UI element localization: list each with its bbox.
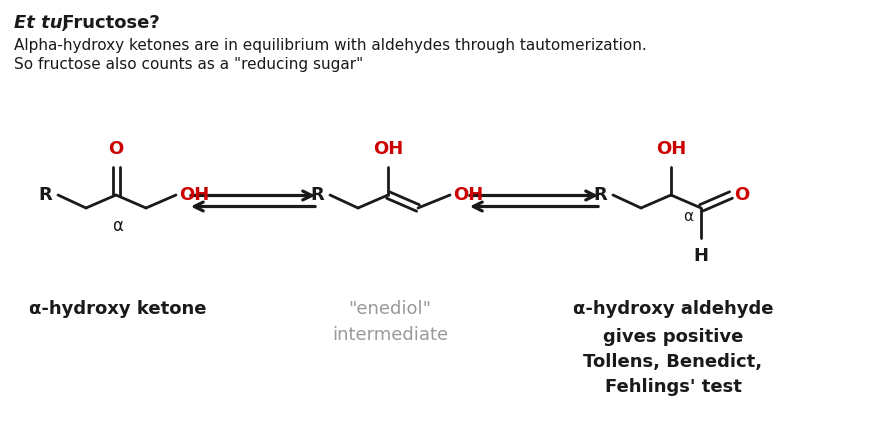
Text: Alpha-hydroxy ketones are in equilibrium with aldehydes through tautomerization.: Alpha-hydroxy ketones are in equilibrium… xyxy=(14,38,646,53)
Text: gives positive
Tollens, Benedict,
Fehlings' test: gives positive Tollens, Benedict, Fehlin… xyxy=(583,328,763,396)
Text: OH: OH xyxy=(453,186,484,204)
Text: R: R xyxy=(39,186,52,204)
Text: Et tu,: Et tu, xyxy=(14,14,69,32)
Text: α: α xyxy=(683,209,693,224)
Text: α-hydroxy ketone: α-hydroxy ketone xyxy=(29,300,207,318)
Text: R: R xyxy=(593,186,607,204)
Text: Fructose?: Fructose? xyxy=(56,14,159,32)
Text: OH: OH xyxy=(656,140,686,158)
Text: O: O xyxy=(109,140,124,158)
Text: α: α xyxy=(112,217,124,235)
Text: H: H xyxy=(694,247,709,265)
Text: OH: OH xyxy=(373,140,403,158)
Text: O: O xyxy=(734,186,749,204)
Text: "enediol"
intermediate: "enediol" intermediate xyxy=(332,300,448,344)
Text: α-hydroxy aldehyde: α-hydroxy aldehyde xyxy=(573,300,774,318)
Text: OH: OH xyxy=(179,186,209,204)
Text: R: R xyxy=(310,186,324,204)
Text: So fructose also counts as a "reducing sugar": So fructose also counts as a "reducing s… xyxy=(14,57,364,72)
